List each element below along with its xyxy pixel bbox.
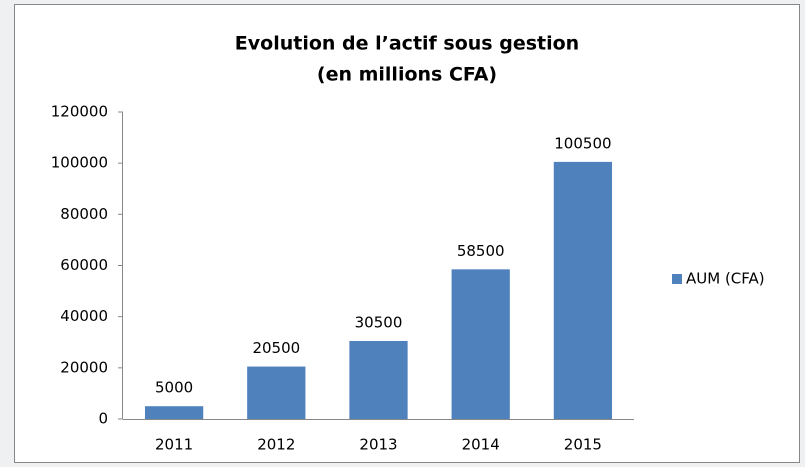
y-tick-label: 120000 [51,103,108,121]
legend-label: AUM (CFA) [686,270,765,288]
x-tick-label: 2014 [462,436,500,454]
bar [451,269,510,419]
bar [349,340,408,419]
bar [144,406,204,419]
x-tick-label: 2011 [155,436,193,454]
chart-subtitle: (en millions CFA) [317,64,497,86]
y-tick-label: 0 [98,410,108,428]
data-label: 5000 [155,379,193,397]
data-label: 30500 [355,313,403,331]
y-tick-label: 40000 [60,307,108,325]
bar [247,366,306,419]
x-tick-label: 2012 [257,436,295,454]
y-tick-label: 100000 [51,154,108,172]
legend-swatch [672,274,682,284]
x-tick-label: 2013 [359,436,397,454]
y-tick-label: 20000 [60,358,108,376]
data-label: 100500 [554,134,611,152]
y-tick-label: 80000 [60,205,108,223]
x-tick-label: 2015 [564,436,602,454]
chart-title: Evolution de l’actif sous gestion [235,33,579,55]
y-tick-label: 60000 [60,256,108,274]
bar [553,161,613,419]
data-label: 20500 [252,339,300,357]
data-label: 58500 [457,242,505,260]
